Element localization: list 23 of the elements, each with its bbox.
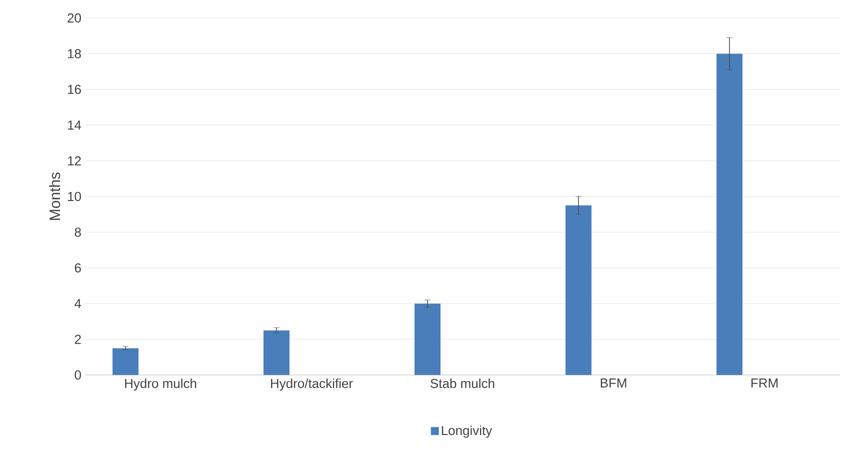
legend-label: Longivity	[442, 426, 492, 438]
y-tick-label: 0	[74, 370, 81, 380]
bar	[414, 304, 441, 375]
y-axis-title: Months	[49, 172, 60, 220]
bar	[264, 330, 290, 375]
y-tick-label: 2	[74, 334, 81, 344]
y-tick-label: 18	[68, 49, 81, 58]
bar	[112, 348, 139, 375]
y-tick-label: 10	[68, 192, 81, 202]
y-tick-label: 20	[68, 13, 81, 23]
x-tick-label: FRM	[751, 378, 778, 388]
y-tick-label: 8	[74, 228, 81, 237]
x-tick-label: Hydro mulch	[125, 378, 196, 391]
y-tick-label: 14	[68, 120, 82, 130]
y-tick-label: 12	[68, 156, 81, 166]
y-tick-label: 4	[74, 299, 82, 308]
bar	[716, 54, 742, 375]
bar	[565, 205, 592, 375]
x-tick-label: Hydro/tackifier	[271, 378, 353, 391]
x-tick-label: Stab mulch	[430, 378, 494, 388]
y-tick-label: 16	[68, 84, 81, 94]
y-tick-label: 6	[74, 263, 81, 272]
x-tick-label: BFM	[600, 378, 626, 388]
